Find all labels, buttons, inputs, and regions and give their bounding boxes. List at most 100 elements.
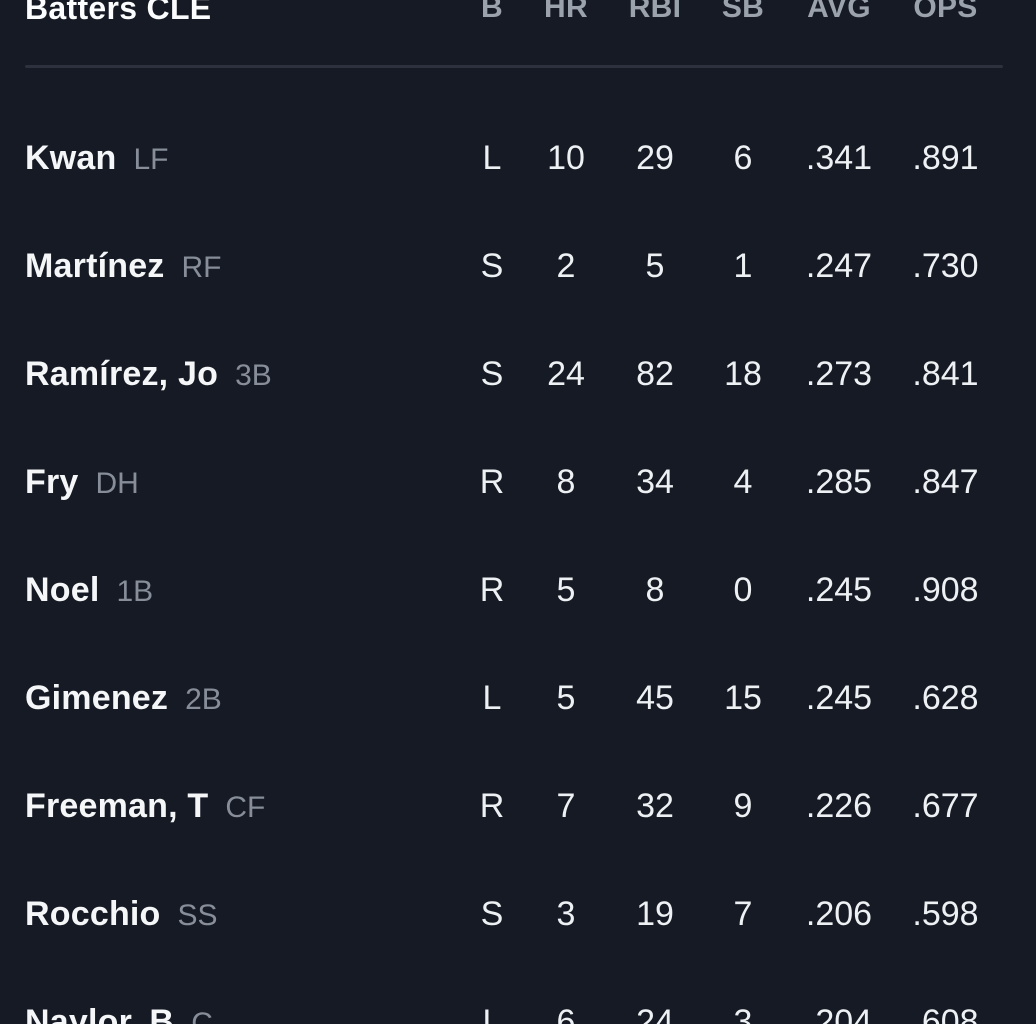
stat-rbi: 82 (636, 354, 674, 393)
stat-avg: .245 (805, 678, 873, 717)
player-position: SS (177, 898, 218, 932)
player-name: Martínez (25, 246, 165, 285)
table-title-cell: Batters CLE (25, 0, 466, 27)
stat-bats: R (479, 786, 505, 825)
stat-hr: 7 (556, 786, 576, 825)
player-name: Noel (25, 570, 100, 609)
stat-rbi: 24 (636, 1002, 674, 1024)
stat-sb: 3 (733, 1002, 753, 1024)
table-row[interactable]: Noel 1B R 5 8 0 .245 .908 (25, 536, 1003, 644)
stat-sb: 1 (733, 246, 753, 285)
player-position: C (191, 1006, 213, 1024)
stat-rbi: 5 (645, 246, 665, 285)
stat-bats: S (480, 894, 504, 933)
player-name: Freeman, T (25, 786, 209, 825)
stat-ops: .891 (912, 138, 979, 177)
stat-avg: .204 (805, 1002, 873, 1024)
header-divider (25, 65, 1003, 68)
stat-hr: 6 (556, 1002, 576, 1024)
stat-bats: R (479, 462, 505, 501)
player-position: LF (133, 142, 169, 176)
column-header-hr: HR (544, 0, 588, 24)
stat-rbi: 19 (636, 894, 674, 933)
stat-hr: 10 (547, 138, 585, 177)
stat-sb: 15 (724, 678, 762, 717)
stat-sb: 0 (733, 570, 753, 609)
table-body: Kwan LF L 10 29 6 .341 .891 Martínez RF … (25, 68, 1003, 1024)
stat-ops: .847 (912, 462, 979, 501)
table-row[interactable]: Fry DH R 8 34 4 .285 .847 (25, 428, 1003, 536)
stat-hr: 3 (556, 894, 576, 933)
stat-hr: 24 (547, 354, 585, 393)
player-cell: Ramírez, Jo 3B (25, 355, 466, 394)
player-position: RF (181, 250, 222, 284)
stat-avg: .285 (805, 462, 873, 501)
player-position: 3B (235, 358, 272, 392)
table-header: Batters CLE B HR RBI SB AVG OPS (25, 0, 1003, 62)
stat-sb: 6 (733, 138, 753, 177)
player-name: Naylor, B (25, 1002, 175, 1024)
table-row[interactable]: Gimenez 2B L 5 45 15 .245 .628 (25, 644, 1003, 752)
table-row[interactable]: Kwan LF L 10 29 6 .341 .891 (25, 104, 1003, 212)
stat-sb: 7 (733, 894, 753, 933)
column-header-rbi: RBI (628, 0, 682, 24)
stat-hr: 5 (556, 570, 576, 609)
table-title: Batters CLE (25, 0, 212, 26)
table-row[interactable]: Ramírez, Jo 3B S 24 82 18 .273 .841 (25, 320, 1003, 428)
player-cell: Rocchio SS (25, 895, 466, 934)
player-cell: Kwan LF (25, 139, 466, 178)
player-position: CF (225, 790, 266, 824)
stat-avg: .245 (805, 570, 873, 609)
column-header-sb: SB (721, 0, 765, 24)
player-cell: Fry DH (25, 463, 466, 502)
table-row[interactable]: Naylor, B C L 6 24 3 .204 .608 (25, 968, 1003, 1024)
player-cell: Gimenez 2B (25, 679, 466, 718)
stat-ops: .908 (912, 570, 979, 609)
stat-bats: L (482, 678, 502, 717)
player-position: 2B (185, 682, 222, 716)
table-row[interactable]: Rocchio SS S 3 19 7 .206 .598 (25, 860, 1003, 968)
stat-ops: .608 (912, 1002, 979, 1024)
player-position: DH (95, 466, 139, 500)
player-cell: Freeman, T CF (25, 787, 466, 826)
stat-bats: L (482, 1002, 502, 1024)
stat-bats: L (482, 138, 502, 177)
stat-rbi: 34 (636, 462, 674, 501)
stat-rbi: 32 (636, 786, 674, 825)
stat-sb: 9 (733, 786, 753, 825)
stat-rbi: 45 (636, 678, 674, 717)
player-name: Rocchio (25, 894, 161, 933)
stat-avg: .206 (805, 894, 873, 933)
table-row[interactable]: Martínez RF S 2 5 1 .247 .730 (25, 212, 1003, 320)
stat-avg: .247 (805, 246, 873, 285)
stat-ops: .730 (912, 246, 979, 285)
player-cell: Naylor, B C (25, 1003, 466, 1024)
stat-sb: 18 (724, 354, 762, 393)
table-row[interactable]: Freeman, T CF R 7 32 9 .226 .677 (25, 752, 1003, 860)
player-position: 1B (116, 574, 154, 608)
player-name: Gimenez (25, 678, 169, 717)
batters-table: Batters CLE B HR RBI SB AVG OPS Kwan LF … (25, 0, 1003, 1024)
stat-avg: .341 (805, 138, 873, 177)
player-cell: Martínez RF (25, 247, 466, 286)
stat-bats: S (480, 246, 504, 285)
stat-hr: 2 (556, 246, 576, 285)
stat-avg: .273 (805, 354, 873, 393)
stat-hr: 5 (556, 678, 576, 717)
column-header-ops: OPS (913, 0, 978, 24)
stat-ops: .598 (912, 894, 979, 933)
column-header-avg: AVG (807, 0, 871, 24)
stat-ops: .628 (912, 678, 979, 717)
player-name: Ramírez, Jo (25, 354, 219, 393)
stat-sb: 4 (733, 462, 753, 501)
player-cell: Noel 1B (25, 571, 466, 610)
stat-bats: R (479, 570, 505, 609)
stat-ops: .841 (912, 354, 979, 393)
stat-rbi: 29 (636, 138, 674, 177)
stat-ops: .677 (912, 786, 979, 825)
stat-rbi: 8 (645, 570, 665, 609)
stat-hr: 8 (556, 462, 576, 501)
stat-bats: S (480, 354, 504, 393)
stat-avg: .226 (805, 786, 873, 825)
